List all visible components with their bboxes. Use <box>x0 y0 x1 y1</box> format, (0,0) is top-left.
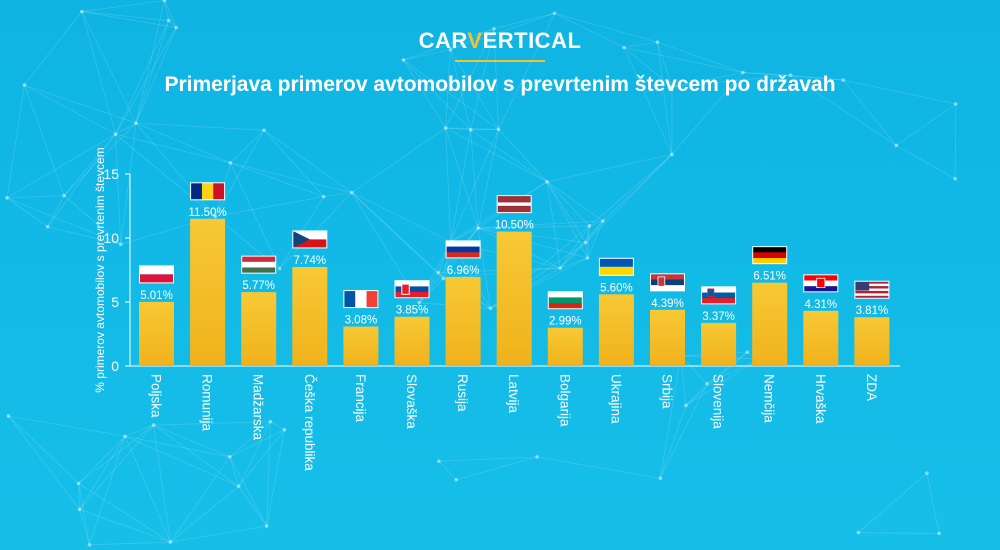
flag-romania-icon <box>190 182 226 201</box>
flag-germany-icon <box>752 246 788 265</box>
bar-Latvija <box>496 231 532 366</box>
data-label: 3.81% <box>856 305 889 317</box>
y-tick-label: 10 <box>103 230 119 246</box>
data-label: 6.96% <box>447 265 480 277</box>
x-tick-label: Bolgarija <box>557 374 572 427</box>
flag-croatia-icon <box>803 274 839 293</box>
x-tick-label: Romunija <box>200 374 215 432</box>
x-tick-label: Francija <box>353 374 368 423</box>
data-label: 5.77% <box>242 280 275 292</box>
x-tick-label: Nemčija <box>762 374 777 423</box>
data-label: 4.31% <box>804 299 837 311</box>
bar-Francija <box>343 326 379 366</box>
flag-czech-icon <box>292 230 328 249</box>
bar-Rusija <box>445 276 481 366</box>
flag-bulgaria-icon <box>547 291 583 310</box>
data-label: 7.74% <box>293 255 326 267</box>
y-tick-label: 15 <box>103 166 119 182</box>
x-tick-label: Poljska <box>149 374 164 418</box>
bar-Slovaška <box>394 316 430 366</box>
x-tick-label: Češka republika <box>302 374 317 471</box>
y-tick-label: 0 <box>111 358 119 374</box>
carvertical-logo: CARVERTICAL <box>418 28 582 53</box>
bar-Romunija <box>190 218 226 366</box>
bar-Bolgarija <box>547 327 583 366</box>
x-tick-label: Slovenija <box>711 374 726 429</box>
flag-serbia-icon <box>650 273 685 292</box>
flag-ukraine-icon <box>598 257 634 276</box>
flag-hungary-icon <box>241 255 277 274</box>
data-label: 3.37% <box>702 311 735 323</box>
data-label: 6.51% <box>753 271 786 283</box>
data-label: 3.08% <box>345 315 378 327</box>
data-label: 2.99% <box>549 316 582 328</box>
x-tick-label: Srbija <box>660 374 675 409</box>
flag-slovenia-icon <box>701 286 737 305</box>
flag-france-icon <box>343 290 379 309</box>
flag-latvia-icon <box>496 195 532 214</box>
flag-usa-icon <box>854 280 890 299</box>
bar-Ukrajina <box>598 294 634 366</box>
bar-Srbija <box>650 309 685 366</box>
bar-Češka republika <box>292 266 328 366</box>
x-tick-label: ZDA <box>864 374 879 401</box>
logo-underline <box>455 60 545 62</box>
chart-title: Primerjava primerov avtomobilov s prevrt… <box>164 73 836 96</box>
y-tick-label: 5 <box>111 294 119 310</box>
data-label: 10.50% <box>495 220 534 232</box>
flag-poland-icon <box>139 265 174 284</box>
bar-ZDA <box>854 317 890 366</box>
data-label: 3.85% <box>396 305 429 317</box>
bar-Slovenija <box>701 322 737 366</box>
bar-Nemčija <box>752 282 788 366</box>
x-tick-label: Madžarska <box>251 374 266 441</box>
data-label: 11.50% <box>189 207 227 219</box>
bar-Hrvaška <box>803 310 839 366</box>
x-tick-label: Rusija <box>455 374 470 412</box>
bar-Poljska <box>139 301 174 366</box>
data-label: 5.60% <box>600 282 633 294</box>
x-tick-label: Ukrajina <box>608 374 623 424</box>
x-tick-label: Hrvaška <box>813 374 828 424</box>
flag-russia-icon <box>445 240 481 259</box>
data-label: 4.39% <box>651 298 684 310</box>
y-axis-label: % primerov avtomobilov s prevrtenim štev… <box>93 147 107 392</box>
flag-slovakia-icon <box>394 280 430 299</box>
data-label: 5.01% <box>140 290 173 302</box>
x-tick-label: Latvija <box>506 374 521 414</box>
bar-Madžarska <box>241 292 277 366</box>
x-tick-label: Slovaška <box>404 374 419 429</box>
